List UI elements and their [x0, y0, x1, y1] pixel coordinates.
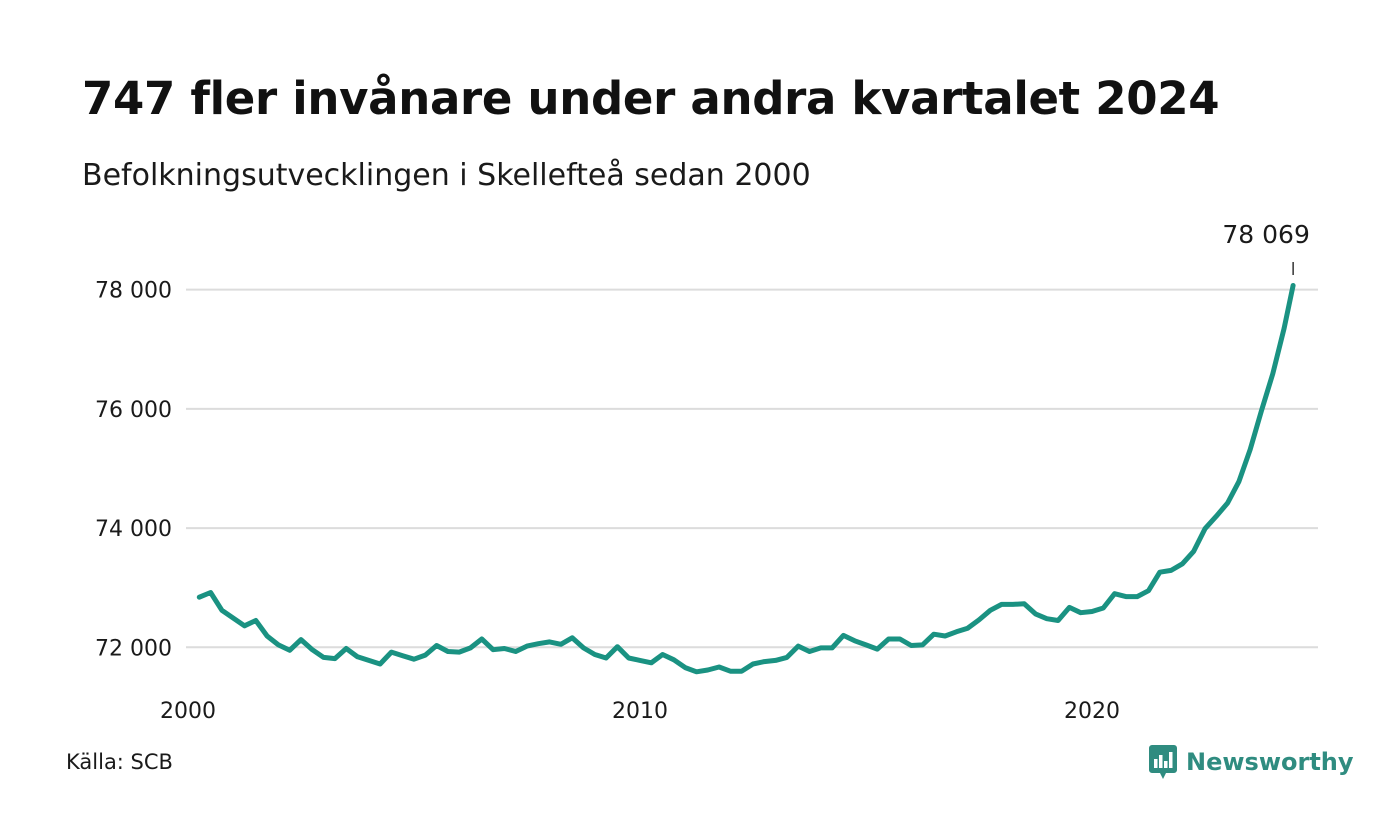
end-annotation: 78 069 [1222, 220, 1310, 275]
grid-lines [186, 288, 1318, 649]
end-value-label: 78 069 [1222, 220, 1309, 249]
chart-subtitle: Befolkningsutvecklingen i Skellefteå sed… [82, 158, 811, 193]
y-axis-ticks: 72 000 74 000 76 000 78 000 [95, 279, 172, 662]
source-note: Källa: SCB [66, 750, 173, 774]
newsworthy-icon [1149, 745, 1177, 779]
y-tick-label: 72 000 [95, 636, 172, 661]
y-tick-label: 74 000 [95, 517, 172, 542]
series [196, 283, 1296, 675]
x-tick-label: 2000 [160, 699, 216, 724]
y-tick-label: 78 000 [95, 279, 172, 304]
y-tick-label: 76 000 [95, 398, 172, 423]
brand-name: Newsworthy [1186, 748, 1354, 776]
x-axis-ticks: 2000 2010 2020 [160, 699, 1120, 724]
x-tick-label: 2020 [1064, 699, 1120, 724]
chart-title: 747 fler invånare under andra kvartalet … [82, 72, 1220, 125]
brand-logo: Newsworthy [1148, 743, 1354, 781]
x-tick-label: 2010 [612, 699, 668, 724]
series-line-0 [196, 283, 1296, 675]
